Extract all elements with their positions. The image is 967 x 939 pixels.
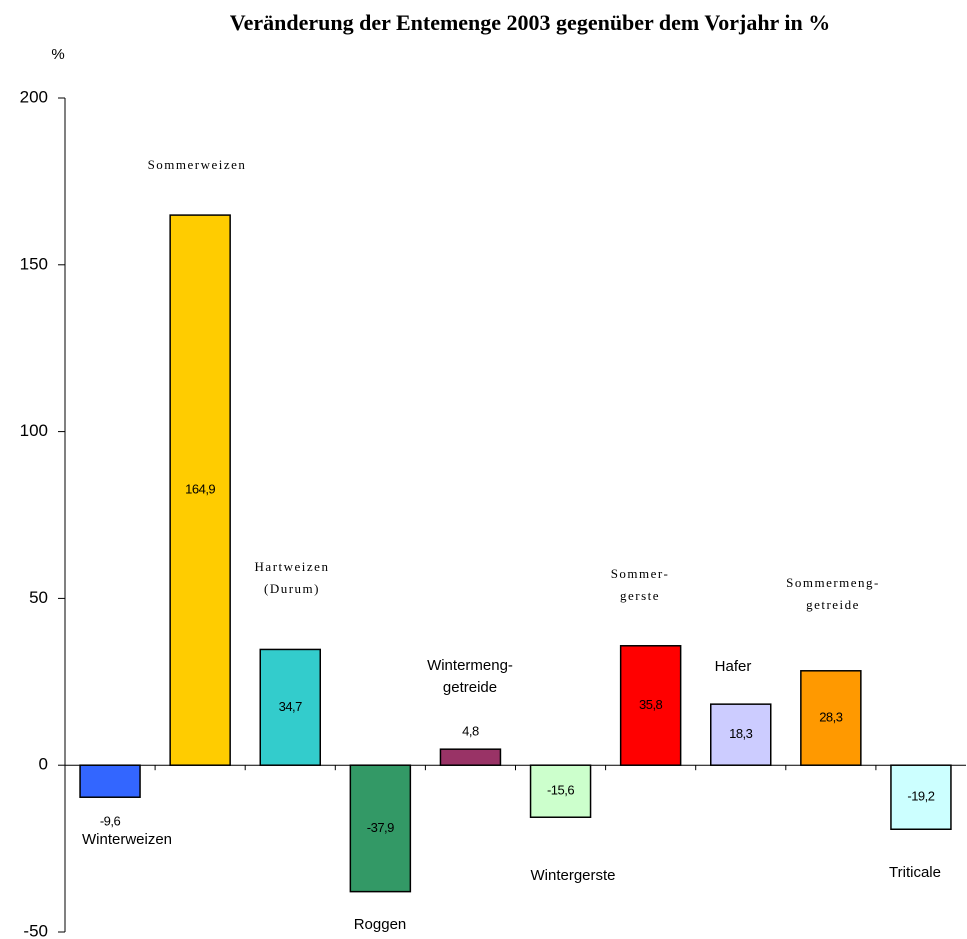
bar (79, 764, 141, 798)
value-label: -9,6 (100, 814, 121, 829)
category-label: Sommerweizen (148, 157, 247, 172)
category-label: Sommer-gerste (611, 566, 670, 603)
category-label: Roggen (354, 916, 407, 933)
category-label: Sommermeng-getreide (786, 575, 880, 612)
y-axis-label: % (51, 46, 64, 63)
value-label: 35,8 (639, 697, 663, 712)
bar (619, 645, 682, 766)
bar (349, 764, 412, 893)
value-label: 164,9 (185, 482, 215, 497)
category-label: Wintermeng-getreide (427, 657, 513, 696)
category-label: Hafer (715, 658, 752, 675)
y-tick-label: -50 (23, 921, 48, 939)
value-label: 34,7 (279, 699, 303, 714)
value-label: -15,6 (547, 783, 574, 798)
bar (710, 703, 772, 766)
bar (439, 748, 502, 766)
y-tick-label: 0 (39, 755, 48, 774)
bar (169, 214, 231, 766)
category-label: Hartweizen (Durum) (255, 559, 330, 596)
bar (529, 764, 592, 818)
value-label: -19,2 (907, 789, 934, 804)
y-tick-label: 50 (29, 588, 48, 607)
y-tick-label: 200 (20, 87, 48, 106)
value-label: -37,9 (367, 820, 394, 835)
value-label: 18,3 (729, 726, 753, 741)
chart-title: Veränderung der Entemenge 2003 gegenüber… (230, 10, 831, 35)
bar (890, 764, 952, 831)
y-tick-label: 150 (20, 254, 48, 273)
y-tick-label: 100 (20, 421, 48, 440)
bar (800, 670, 862, 766)
bar (259, 648, 321, 766)
category-label: Triticale (889, 864, 941, 881)
value-label: 4,8 (462, 724, 479, 739)
value-label: 28,3 (819, 709, 843, 724)
category-label: Winterweizen (82, 831, 172, 848)
category-label: Wintergerste (530, 867, 615, 884)
